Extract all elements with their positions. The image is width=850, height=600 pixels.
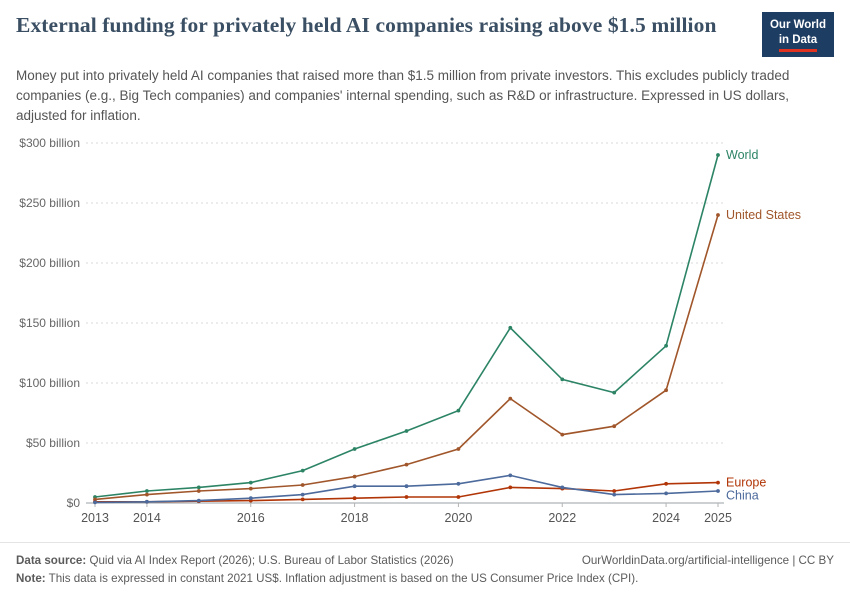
data-point-china xyxy=(352,483,357,488)
data-point-europe xyxy=(300,497,305,501)
data-point-china xyxy=(145,499,149,504)
data-point-united-states xyxy=(352,474,357,479)
y-tick-label: $150 billion xyxy=(19,316,80,330)
owid-logo[interactable]: Our World in Data xyxy=(761,12,834,57)
data-point-united-states xyxy=(456,446,461,451)
data-point-europe xyxy=(404,494,409,499)
data-point-world xyxy=(664,343,668,348)
y-tick-label: $0 xyxy=(67,496,81,510)
y-tick-label: $200 billion xyxy=(19,256,80,270)
note-label: Note: xyxy=(16,572,46,586)
x-tick-label: 2024 xyxy=(652,511,680,525)
data-point-europe xyxy=(664,481,668,486)
owid-logo-line1: Our World xyxy=(769,19,826,31)
owid-logo-line2: in Data xyxy=(778,33,818,52)
owid-link[interactable]: OurWorldinData.org/artificial-intelligen… xyxy=(581,554,834,568)
data-point-united-states xyxy=(145,492,149,497)
chart-title: External funding for privately held AI c… xyxy=(16,13,717,37)
y-tick-label: $100 billion xyxy=(19,376,80,390)
x-tick-label: 2025 xyxy=(704,511,732,525)
footer-row-note: Note: This data is expressed in constant… xyxy=(16,570,834,588)
data-point-united-states xyxy=(560,432,565,437)
data-point-united-states xyxy=(612,423,617,428)
data-point-china xyxy=(664,491,668,495)
series-end-label-europe[interactable]: Europe xyxy=(726,475,766,489)
data-point-china xyxy=(196,498,201,503)
note-text: This data is expressed in constant 2021 … xyxy=(48,572,639,586)
data-point-world xyxy=(352,446,357,451)
data-point-china xyxy=(716,488,720,493)
chart-subtitle: Money put into privately held AI compani… xyxy=(16,67,790,124)
series-end-label-china[interactable]: China xyxy=(726,488,759,502)
data-point-world xyxy=(508,325,513,330)
data-source-label: Data source: xyxy=(16,554,87,568)
data-point-china xyxy=(456,481,461,486)
data-point-china xyxy=(248,495,253,500)
data-point-europe xyxy=(508,485,513,489)
x-tick-label: 2014 xyxy=(133,511,161,525)
footer-row-source: Data source: Quid via AI Index Report (2… xyxy=(16,552,834,570)
data-point-united-states xyxy=(196,488,201,493)
data-point-europe xyxy=(612,488,617,493)
data-point-united-states xyxy=(404,462,409,467)
data-point-united-states xyxy=(300,482,305,487)
data-point-china xyxy=(612,492,617,497)
data-point-china xyxy=(508,473,513,477)
data-point-europe xyxy=(456,494,461,499)
data-point-united-states xyxy=(664,387,668,392)
data-point-europe xyxy=(352,495,357,500)
chart-header: External funding for privately held AI c… xyxy=(0,0,850,57)
data-point-united-states xyxy=(508,396,513,401)
data-point-china xyxy=(300,492,305,497)
series-end-label-united-states[interactable]: United States xyxy=(726,208,801,222)
data-point-china xyxy=(404,483,409,488)
data-point-china xyxy=(93,500,97,504)
x-tick-label: 2022 xyxy=(548,511,576,525)
line-chart: $0 $50 billion $100 billion $150 billion $20… xyxy=(19,136,801,525)
data-point-world xyxy=(716,152,720,157)
data-point-world xyxy=(300,468,305,473)
chart-area: $0 $50 billion $100 billion $150 billion $20… xyxy=(0,129,850,531)
x-tick-label: 2013 xyxy=(81,511,109,525)
data-source: Data source: Quid via AI Index Report (2… xyxy=(16,552,454,570)
y-tick-label: $50 billion xyxy=(26,436,80,450)
x-tick-label: 2020 xyxy=(445,511,473,525)
data-point-united-states xyxy=(716,212,720,217)
x-tick-label: 2016 xyxy=(237,511,265,525)
data-point-world xyxy=(612,390,617,395)
data-point-world xyxy=(145,488,149,493)
data-point-china xyxy=(560,485,565,489)
x-tick-label: 2018 xyxy=(341,511,369,525)
data-point-world xyxy=(196,485,201,489)
series-line-united-states[interactable] xyxy=(94,214,719,500)
data-point-world xyxy=(456,408,461,413)
series-line-world[interactable] xyxy=(94,154,719,498)
data-source-text: Quid via AI Index Report (2026); U.S. Bu… xyxy=(89,554,454,568)
data-point-world xyxy=(560,377,565,381)
data-point-europe xyxy=(716,480,720,485)
series-end-label-world[interactable]: World xyxy=(726,148,758,162)
y-tick-label: $300 billion xyxy=(19,136,80,150)
data-point-world xyxy=(248,480,253,485)
data-point-united-states xyxy=(248,486,253,491)
data-point-world xyxy=(404,428,409,433)
chart-footer: Data source: Quid via AI Index Report (2… xyxy=(0,542,850,600)
y-tick-label: $250 billion xyxy=(19,196,80,210)
